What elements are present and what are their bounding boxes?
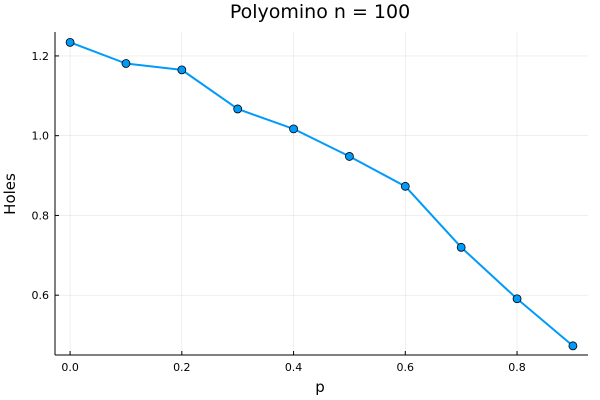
data-point-0-6	[400, 181, 410, 191]
series-group	[65, 37, 578, 351]
axes	[54, 32, 588, 356]
data-point-0-4	[289, 124, 298, 134]
data-point-0-5	[345, 152, 354, 161]
y-axis-ticks: 0.6 0.8 1.0 1.2	[32, 50, 59, 302]
y-axis-title: Holes	[1, 173, 19, 215]
y-tick-label-3: 1.2	[32, 50, 50, 63]
y-tick-label-2: 1.0	[32, 130, 50, 143]
data-point-0-9	[568, 341, 578, 351]
x-tick-label-4: 0.8	[508, 361, 526, 374]
series-line-0	[69, 41, 574, 347]
data-point-0-7	[456, 242, 466, 252]
data-point-0-0	[65, 37, 75, 47]
data-point-0-3	[233, 104, 243, 114]
x-tick-label-2: 0.4	[285, 361, 303, 374]
grid-lines	[55, 32, 588, 355]
x-tick-label-1: 0.2	[173, 361, 191, 374]
data-point-0-2	[177, 65, 187, 75]
x-tick-label-0: 0.0	[61, 361, 79, 374]
x-tick-label-3: 0.6	[397, 361, 415, 374]
data-point-0-1	[121, 59, 131, 68]
chart-title: Polyomino n = 100	[230, 1, 410, 23]
x-axis-title: p	[315, 378, 325, 396]
x-axis-ticks: 0.0 0.2 0.4 0.6 0.8	[61, 351, 526, 374]
y-tick-label-0: 0.6	[32, 289, 50, 302]
data-point-0-8	[512, 294, 522, 304]
y-tick-label-1: 0.8	[32, 209, 50, 222]
